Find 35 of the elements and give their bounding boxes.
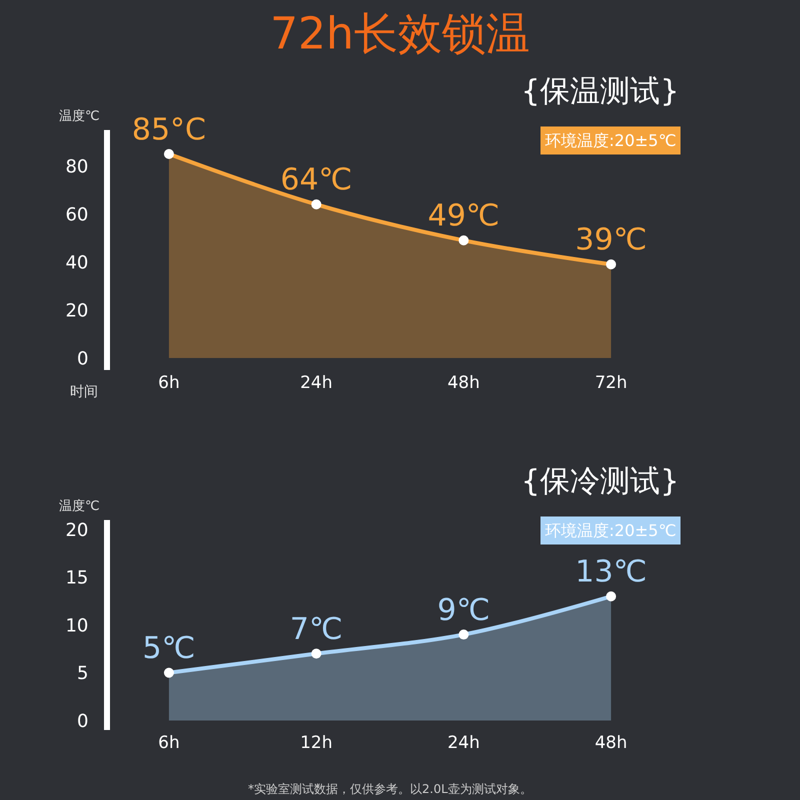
text: {保温测试} [521, 74, 680, 109]
x-tick-label: 72h [594, 373, 628, 393]
y-tick-label: 40 [65, 252, 88, 274]
data-label: 9℃ [437, 592, 490, 628]
data-label: 39℃ [575, 222, 647, 258]
text: *实验室测试数据，仅供参考。以2.0L壶为测试对象。 [248, 782, 532, 796]
y-tick-label: 5 [76, 663, 88, 684]
x-tick-label: 6h [158, 733, 180, 753]
y-tick-label: 80 [65, 156, 88, 178]
y-tick-label: 20 [65, 300, 88, 322]
x-tick-label: 48h [447, 373, 480, 393]
x-axis-title: 时间 [70, 384, 98, 400]
y-tick-label: 60 [65, 204, 88, 226]
data-label: 13℃ [575, 554, 647, 590]
y-axis-title: 温度℃ [59, 498, 100, 514]
chart-title: 72h长效锁温 [270, 8, 530, 60]
annotation: 环境温度:20±5℃ [545, 521, 676, 540]
y-tick-label: 15 [65, 568, 88, 589]
x-tick-label: 24h [447, 733, 480, 753]
x-tick-label: 6h [158, 373, 180, 393]
x-tick-label: 48h [594, 733, 628, 753]
x-tick-label: 24h [300, 373, 333, 393]
y-tick-label: 10 [65, 615, 88, 636]
annotation: 环境温度:20±5℃ [545, 131, 676, 150]
data-label: 85°C [132, 112, 206, 148]
data-label: 5℃ [142, 630, 196, 666]
y-axis-title: 温度℃ [59, 108, 100, 124]
data-label: 49℃ [428, 198, 500, 234]
data-label: 64℃ [280, 162, 352, 198]
x-tick-label: 12h [300, 733, 333, 753]
y-tick-label: 0 [76, 348, 88, 370]
y-tick-label: 20 [65, 520, 88, 541]
text: {保冷测试} [521, 464, 680, 499]
data-label: 7℃ [290, 612, 343, 647]
y-tick-label: 0 [76, 710, 88, 732]
